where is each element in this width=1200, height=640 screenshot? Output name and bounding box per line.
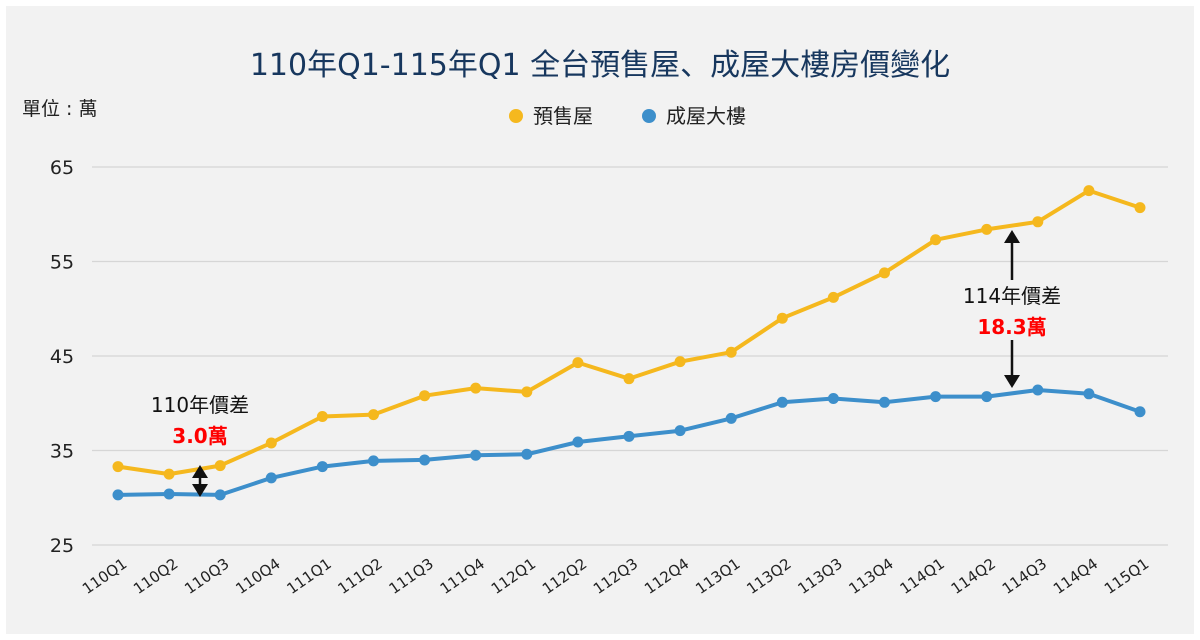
legend-marker	[642, 109, 656, 123]
arrow-head	[192, 484, 208, 497]
legend-label: 成屋大樓	[666, 104, 746, 128]
x-tick-label: 112Q1	[488, 555, 539, 598]
data-point	[265, 472, 277, 484]
data-point	[112, 489, 124, 501]
data-point	[930, 234, 942, 246]
data-point	[572, 357, 584, 369]
x-tick-label: 111Q1	[283, 555, 334, 598]
unit-label: 單位 : 萬	[22, 98, 98, 120]
y-tick-label: 25	[50, 535, 74, 557]
y-tick-label: 45	[50, 346, 74, 368]
y-tick-label: 35	[50, 441, 74, 463]
data-point	[521, 448, 533, 460]
x-tick-label: 115Q1	[1101, 555, 1152, 598]
data-point	[930, 391, 942, 403]
data-point	[368, 409, 379, 421]
gridlines	[92, 166, 1168, 546]
data-point	[827, 291, 839, 303]
data-point	[163, 488, 175, 500]
data-point	[214, 489, 226, 501]
x-tick-label: 111Q3	[386, 555, 437, 598]
data-point	[981, 391, 993, 403]
legend: 預售屋 成屋大樓	[509, 104, 746, 128]
x-axis-ticks: 110Q1 110Q2 110Q3 110Q4 111Q1 111Q2 111Q3 111Q4…	[79, 555, 1152, 598]
legend-label: 預售屋	[533, 104, 593, 128]
annotation-right-value: 18.3萬	[977, 315, 1046, 339]
data-point	[572, 436, 584, 448]
arrow-head	[1004, 375, 1020, 388]
data-point	[623, 430, 635, 442]
data-point	[419, 454, 431, 466]
series-lines	[112, 185, 1146, 501]
chart-title: 110年Q1-115年Q1 全台預售屋、成屋大樓房價變化	[249, 48, 951, 83]
x-tick-label: 111Q2	[335, 555, 386, 598]
data-point	[981, 223, 993, 235]
data-point	[163, 468, 175, 480]
data-point	[419, 390, 431, 402]
x-tick-label: 113Q3	[794, 555, 845, 598]
x-tick-label: 113Q4	[846, 555, 897, 598]
y-tick-label: 65	[50, 157, 74, 179]
x-tick-label: 110Q1	[79, 555, 130, 598]
data-point	[1083, 185, 1095, 197]
data-point	[725, 346, 737, 358]
x-tick-label: 110Q3	[181, 555, 232, 598]
data-point	[879, 267, 890, 279]
annotations: 110年價差 3.0萬 114年價差 18.3萬	[151, 230, 1061, 497]
y-axis-ticks: 25 35 45 55 65	[50, 157, 74, 557]
data-point	[112, 461, 124, 473]
data-point	[1083, 388, 1095, 400]
data-point	[316, 461, 328, 473]
x-tick-label: 110Q4	[232, 555, 283, 598]
data-point	[521, 386, 533, 398]
data-point	[265, 437, 277, 449]
data-point	[827, 393, 839, 405]
arrow-head	[1004, 230, 1020, 243]
annotation-left-label: 110年價差	[151, 393, 249, 417]
data-point	[725, 412, 737, 424]
chart-panel	[6, 6, 1194, 634]
arrow-head	[192, 465, 208, 478]
data-point	[1032, 216, 1044, 228]
data-point	[470, 449, 482, 461]
x-tick-label: 114Q1	[897, 555, 948, 598]
x-tick-label: 114Q2	[948, 555, 999, 598]
data-point	[1032, 384, 1044, 396]
data-point	[1134, 202, 1146, 214]
annotation-right-label: 114年價差	[963, 284, 1061, 308]
x-tick-label: 110Q2	[130, 555, 181, 598]
annotation-left-value: 3.0萬	[172, 424, 227, 448]
y-tick-label: 55	[50, 252, 74, 274]
data-point	[368, 455, 379, 467]
data-point	[674, 356, 686, 368]
x-tick-label: 112Q3	[590, 555, 641, 598]
data-point	[214, 460, 226, 472]
data-point	[674, 425, 686, 437]
data-point	[316, 410, 328, 422]
data-point	[776, 396, 788, 408]
x-tick-label: 112Q4	[641, 555, 692, 598]
data-point	[623, 373, 635, 385]
data-point	[776, 312, 788, 324]
data-point	[879, 396, 890, 408]
x-tick-label: 113Q2	[743, 555, 794, 598]
x-tick-label: 111Q4	[437, 555, 488, 598]
x-tick-label: 112Q2	[539, 555, 590, 598]
x-tick-label: 114Q3	[999, 555, 1050, 598]
data-point	[470, 382, 482, 394]
legend-marker	[509, 109, 523, 123]
data-point	[1134, 406, 1146, 418]
x-tick-label: 113Q1	[692, 555, 743, 598]
x-tick-label: 114Q4	[1050, 555, 1101, 598]
